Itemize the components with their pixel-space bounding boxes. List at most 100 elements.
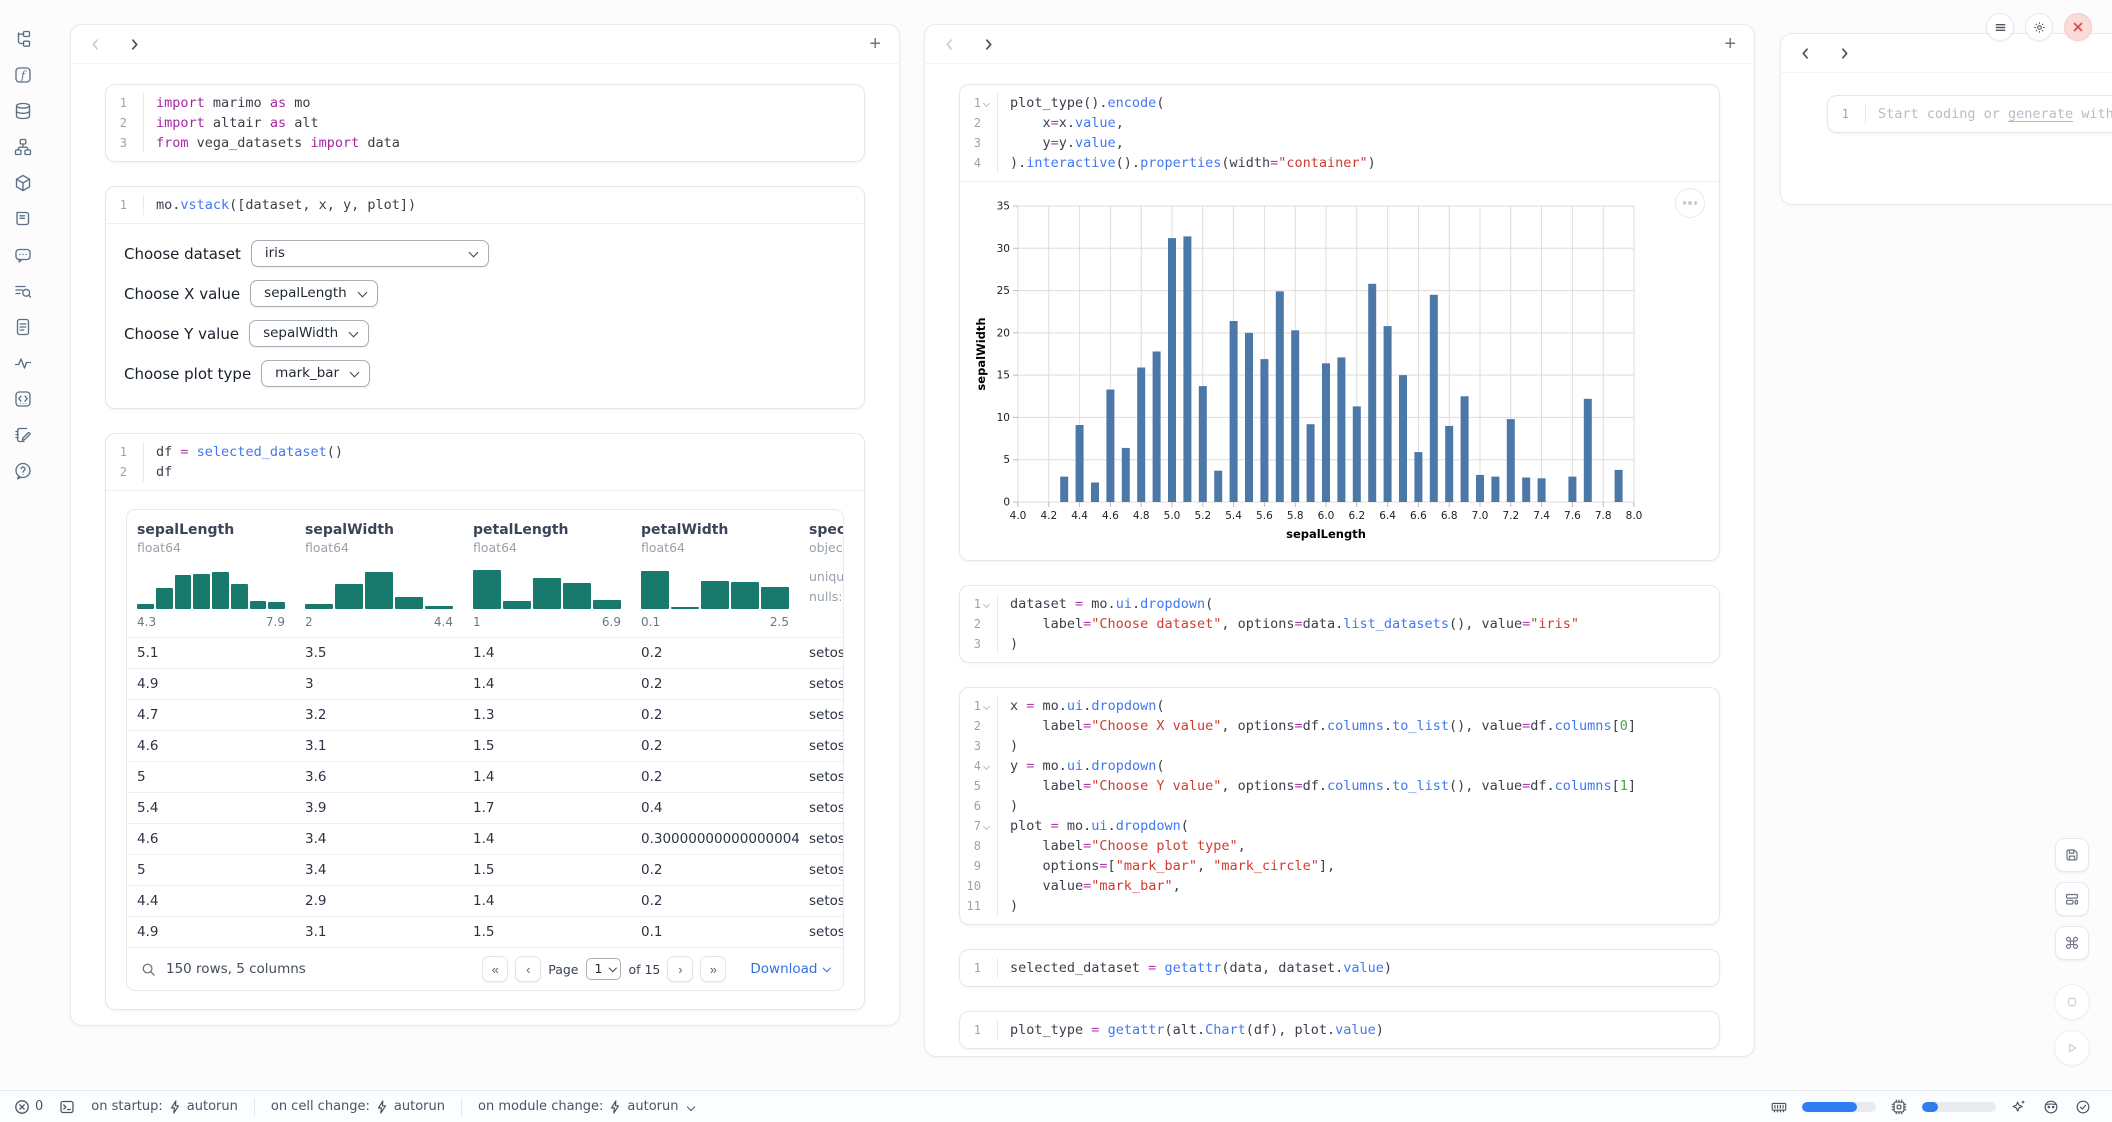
scratchpad-icon[interactable]: [11, 424, 35, 446]
command-icon[interactable]: ⌘: [2055, 926, 2089, 960]
chevron-right-icon[interactable]: [982, 38, 995, 51]
errors-button[interactable]: 0: [14, 1099, 43, 1115]
chevron-down-icon: [350, 367, 360, 377]
chevron-right-icon[interactable]: [128, 38, 141, 51]
code-editor[interactable]: 1plot_type = getattr(alt.Chart(df), plot…: [960, 1012, 1719, 1048]
svg-text:8.0: 8.0: [1626, 510, 1643, 522]
chevron-left-icon[interactable]: [1799, 47, 1812, 60]
pulse-icon[interactable]: [11, 352, 35, 374]
fold-icon: [983, 702, 990, 709]
chevron-left-icon[interactable]: [89, 38, 102, 51]
chevron-left-icon[interactable]: [943, 38, 956, 51]
chevron-right-icon[interactable]: [1838, 47, 1851, 60]
dependency-graph-icon[interactable]: [11, 136, 35, 158]
icon-rail: f: [0, 0, 46, 1090]
chevron-down-icon: [357, 287, 367, 297]
terminal-button[interactable]: [59, 1099, 75, 1115]
first-page-icon[interactable]: «: [482, 956, 508, 982]
code-editor[interactable]: 1mo.vstack([dataset, x, y, plot]): [106, 187, 864, 223]
add-cell-icon[interactable]: +: [869, 34, 881, 54]
code-line: 9 options=["mark_bar", "mark_circle"],: [960, 856, 1707, 876]
run-icon[interactable]: [2054, 1030, 2090, 1066]
code-editor[interactable]: 1df = selected_dataset()2df: [106, 434, 864, 490]
code-editor[interactable]: 1selected_dataset = getattr(data, datase…: [960, 950, 1719, 986]
marimo-app: f + 1import marimo as mo2import altair a…: [0, 0, 2112, 1122]
column-histogram: [305, 567, 453, 609]
svg-text:4.2: 4.2: [1040, 510, 1057, 522]
bolt-icon: [169, 1100, 181, 1114]
svg-text:7.8: 7.8: [1595, 510, 1612, 522]
table-row[interactable]: 4.63.41.40.30000000000000004setosa: [127, 823, 843, 854]
column-header[interactable]: petalLengthfloat6416.9: [463, 510, 631, 637]
gear-icon[interactable]: [2025, 13, 2053, 41]
database-icon[interactable]: [11, 100, 35, 122]
on-startup-config[interactable]: on startup: autorun: [91, 1099, 238, 1114]
logs-icon[interactable]: [11, 208, 35, 230]
fold-icon: [983, 822, 990, 829]
panel-right: 1Start coding or generate with: [1780, 33, 2112, 205]
table-row[interactable]: 4.931.40.2setosa: [127, 668, 843, 699]
svg-text:6.0: 6.0: [1318, 510, 1335, 522]
svg-text:sepalWidth: sepalWidth: [974, 317, 988, 390]
close-icon[interactable]: [2064, 13, 2092, 41]
code-line: 1x = mo.ui.dropdown(: [960, 696, 1707, 716]
panel-middle-header: +: [925, 25, 1754, 64]
code-editor[interactable]: 1dataset = mo.ui.dropdown(2 label="Choos…: [960, 586, 1719, 662]
table-body[interactable]: sepalLengthfloat644.37.9sepalWidthfloat6…: [127, 510, 843, 947]
add-cell-icon[interactable]: +: [1724, 34, 1736, 54]
column-header[interactable]: sepalLengthfloat644.37.9: [127, 510, 295, 637]
last-page-icon[interactable]: »: [700, 956, 726, 982]
on-module-change-config[interactable]: on module change: autorun: [478, 1099, 694, 1114]
table-row[interactable]: 53.41.50.2setosa: [127, 854, 843, 885]
svg-text:5.2: 5.2: [1194, 510, 1211, 522]
connection-status-icon[interactable]: [2074, 1098, 2092, 1116]
layout-icon[interactable]: [2055, 882, 2089, 916]
document-icon[interactable]: [11, 316, 35, 338]
menu-icon[interactable]: [1986, 13, 2014, 41]
code-line: 1df = selected_dataset(): [106, 442, 852, 462]
file-tree-icon[interactable]: [11, 28, 35, 50]
ai-chat-icon[interactable]: [11, 244, 35, 266]
x-value-select[interactable]: sepalLength: [250, 280, 378, 307]
code-editor[interactable]: 1plot_type().encode(2 x=x.value,3 y=y.va…: [960, 85, 1719, 181]
stop-icon[interactable]: [2054, 984, 2090, 1020]
output-options-icon[interactable]: [1675, 188, 1705, 218]
dataset-select[interactable]: iris: [251, 240, 489, 267]
functions-icon[interactable]: f: [11, 64, 35, 86]
help-icon[interactable]: [11, 460, 35, 482]
search-list-icon[interactable]: [11, 280, 35, 302]
dropdown-label: Choose dataset: [124, 245, 241, 263]
on-cell-change-config[interactable]: on cell change: autorun: [271, 1099, 445, 1114]
svg-text:15: 15: [997, 370, 1010, 382]
code-editor[interactable]: 1import marimo as mo2import altair as al…: [106, 85, 864, 161]
table-row[interactable]: 5.43.91.70.4setosa: [127, 792, 843, 823]
code-line: 10 value="mark_bar",: [960, 876, 1707, 896]
code-box-icon[interactable]: [11, 388, 35, 410]
code-line: 2 label="Choose X value", options=df.col…: [960, 716, 1707, 736]
plot-type-select[interactable]: mark_bar: [261, 360, 370, 387]
code-editor[interactable]: 1x = mo.ui.dropdown(2 label="Choose X va…: [960, 688, 1719, 924]
copilot-icon[interactable]: [2042, 1098, 2060, 1116]
y-value-select[interactable]: sepalWidth: [249, 320, 369, 347]
code-editor-placeholder[interactable]: 1Start coding or generate with: [1828, 96, 2112, 132]
page-select[interactable]: 1: [586, 958, 622, 980]
table-row[interactable]: 4.42.91.40.2setosa: [127, 885, 843, 916]
table-row[interactable]: 4.93.11.50.1setosa: [127, 916, 843, 947]
control-row: Choose dataset iris: [124, 240, 846, 267]
chevron-down-icon: [686, 1102, 694, 1110]
package-icon[interactable]: [11, 172, 35, 194]
next-page-icon[interactable]: ›: [667, 956, 693, 982]
prev-page-icon[interactable]: ‹: [515, 956, 541, 982]
altair-bar-chart[interactable]: 4.04.24.44.64.85.05.25.45.65.86.06.26.46…: [974, 196, 1674, 548]
column-header[interactable]: sepalWidthfloat6424.4: [295, 510, 463, 637]
table-row[interactable]: 5.13.51.40.2setosa: [127, 637, 843, 668]
column-header[interactable]: petalWidthfloat640.12.5: [631, 510, 799, 637]
table-row[interactable]: 4.73.21.30.2setosa: [127, 699, 843, 730]
save-icon[interactable]: [2055, 838, 2089, 872]
column-header[interactable]: speciesobjectunique:nulls:: [799, 510, 843, 637]
table-row[interactable]: 4.63.11.50.2setosa: [127, 730, 843, 761]
search-icon[interactable]: [141, 962, 156, 977]
download-button[interactable]: Download: [750, 961, 829, 977]
sparkles-icon[interactable]: [2010, 1098, 2028, 1116]
table-row[interactable]: 53.61.40.2setosa: [127, 761, 843, 792]
